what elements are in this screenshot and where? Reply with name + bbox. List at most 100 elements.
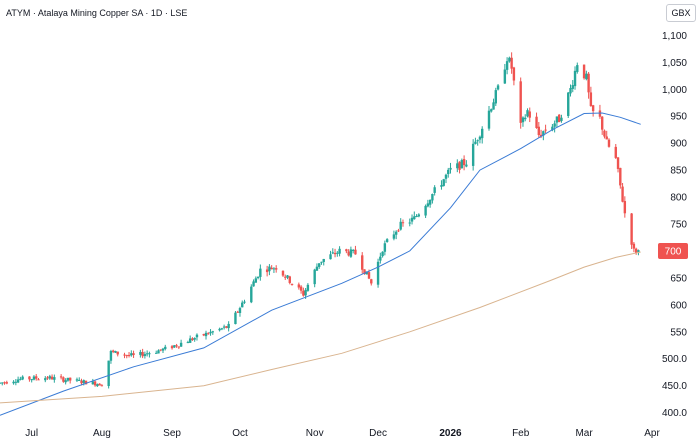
- candle-body: [576, 65, 579, 72]
- candle-body: [145, 353, 149, 355]
- candle-body: [338, 248, 341, 254]
- candle-body: [598, 110, 602, 117]
- candle-body: [130, 353, 133, 356]
- candle-body: [331, 252, 334, 254]
- candle-body: [179, 342, 183, 347]
- candle-body: [170, 346, 174, 349]
- candle-body: [125, 355, 128, 357]
- time-axis: Jul Aug Sep Oct Nov Dec 2026 Feb Mar Apr: [25, 428, 660, 439]
- candle-body: [241, 302, 244, 308]
- last-price-badge: [658, 242, 688, 259]
- y-tick-label: 500.0: [662, 354, 687, 365]
- y-tick-label: 550: [670, 327, 687, 338]
- candle-body: [250, 286, 253, 303]
- candle-body: [505, 61, 509, 70]
- candle-body: [68, 377, 72, 381]
- candle-body: [370, 279, 373, 284]
- y-tick-label: 400.0: [662, 408, 687, 419]
- candle-body: [351, 250, 355, 252]
- candle-body: [234, 312, 237, 325]
- candle-body: [456, 163, 459, 169]
- candle-body: [535, 116, 538, 128]
- candle-body: [589, 92, 593, 107]
- candle-body: [30, 379, 33, 381]
- candle-body: [236, 311, 239, 313]
- candle-body: [302, 290, 305, 296]
- candle-body: [62, 377, 65, 382]
- candle-body: [408, 222, 411, 224]
- candle-body: [265, 269, 269, 273]
- y-tick-label: 850: [670, 166, 687, 177]
- candle-body: [252, 281, 255, 287]
- candle-body: [209, 331, 212, 334]
- candle-body: [537, 126, 541, 136]
- x-tick-label: Mar: [575, 428, 593, 439]
- candle-body: [80, 380, 83, 384]
- candle-body: [161, 348, 165, 351]
- candle-body: [417, 214, 421, 217]
- candle-body: [329, 254, 332, 260]
- candle-body: [582, 64, 586, 79]
- candle-body: [96, 384, 99, 387]
- candle-body: [542, 131, 545, 136]
- candle-body: [616, 157, 620, 169]
- candle-body: [460, 160, 464, 169]
- candle-body: [379, 256, 382, 261]
- candle-body: [621, 186, 624, 202]
- candle-body: [272, 268, 276, 270]
- candle-body: [474, 141, 477, 144]
- candle-body: [46, 377, 49, 379]
- candle-body: [19, 378, 22, 380]
- candle-body: [573, 70, 577, 87]
- candle-body: [116, 351, 119, 355]
- candle-body: [157, 350, 160, 354]
- candle-body: [553, 123, 556, 127]
- x-tick-label: 2026: [439, 428, 462, 439]
- candle-body: [114, 350, 117, 353]
- x-tick-label: Jul: [25, 428, 38, 439]
- candle-body: [286, 275, 289, 278]
- candle-body: [397, 230, 400, 232]
- candle-body: [281, 270, 285, 276]
- candle-body: [363, 269, 366, 274]
- candle-body: [440, 185, 443, 187]
- candle-body: [478, 136, 482, 140]
- candle-body: [202, 334, 205, 336]
- candle-body: [365, 271, 368, 275]
- y-tick-label: 900: [670, 139, 687, 150]
- candle-body: [630, 213, 633, 245]
- candle-body: [32, 376, 36, 380]
- candle-body: [569, 88, 572, 94]
- candle-body: [48, 376, 52, 379]
- candle-body: [492, 102, 495, 110]
- candle-body: [449, 167, 452, 170]
- candle-body: [433, 187, 436, 193]
- candle-body: [315, 266, 319, 271]
- y-tick-label: 950: [670, 112, 687, 123]
- candle-body: [367, 272, 371, 279]
- candle-body: [5, 382, 8, 384]
- candle-body: [571, 85, 574, 89]
- candle-body: [66, 377, 70, 381]
- candle-body: [139, 351, 142, 355]
- candle-body: [494, 90, 497, 104]
- candle-body: [349, 249, 353, 257]
- candle-body: [619, 167, 622, 186]
- candle-body: [173, 345, 176, 348]
- last-price-label: 700: [665, 246, 682, 257]
- candle-body: [84, 380, 88, 385]
- candle-body: [634, 248, 638, 253]
- candle-body: [322, 258, 325, 262]
- candle-body: [12, 381, 15, 384]
- candle-body: [75, 379, 79, 381]
- candle-body: [218, 328, 221, 331]
- candle-body: [188, 338, 192, 343]
- candle-body: [304, 289, 307, 296]
- currency-button[interactable]: GBX: [666, 4, 696, 22]
- candle-body: [401, 222, 405, 224]
- candle-body: [254, 278, 258, 283]
- candle-body: [637, 250, 640, 252]
- candle-body: [193, 338, 196, 340]
- candle-body: [28, 376, 31, 380]
